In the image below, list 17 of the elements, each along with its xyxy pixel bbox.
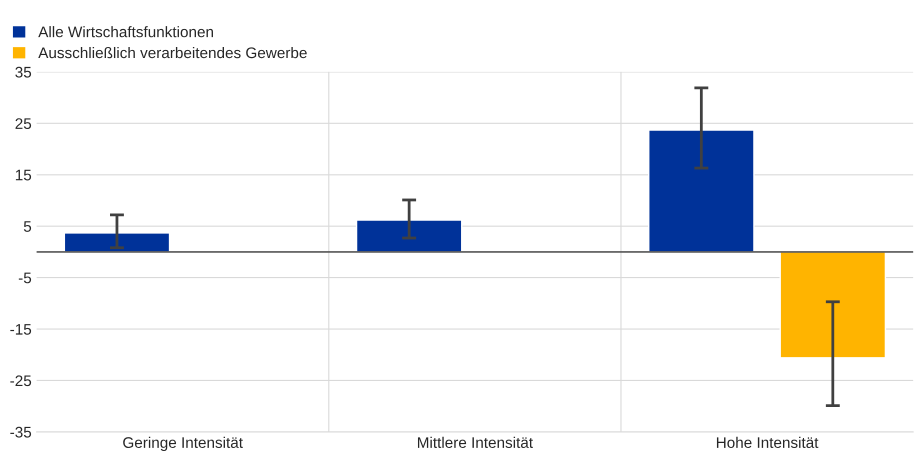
bar <box>356 219 462 253</box>
legend-label: Ausschließlich verarbeitendes Gewerbe <box>38 46 307 58</box>
bar <box>64 232 170 253</box>
bar <box>780 251 886 359</box>
y-tick-label: 25 <box>16 118 32 130</box>
legend-label: Alle Wirtschaftsfunktionen <box>38 26 213 38</box>
y-tick-label: 35 <box>15 66 32 78</box>
y-tick-label: -15 <box>10 324 32 335</box>
x-tick-label: Geringe Intensität <box>123 436 243 451</box>
y-tick-label: -35 <box>10 426 32 438</box>
y-tick-label: 15 <box>16 170 32 180</box>
y-tick-label: -25 <box>10 375 32 386</box>
x-tick-label: Hohe Intensität <box>716 436 818 448</box>
y-tick-label: 5 <box>24 221 32 232</box>
x-tick-label: Mittlere Intensität <box>418 436 533 448</box>
bar <box>648 129 755 253</box>
y-tick-label: -5 <box>18 272 32 284</box>
